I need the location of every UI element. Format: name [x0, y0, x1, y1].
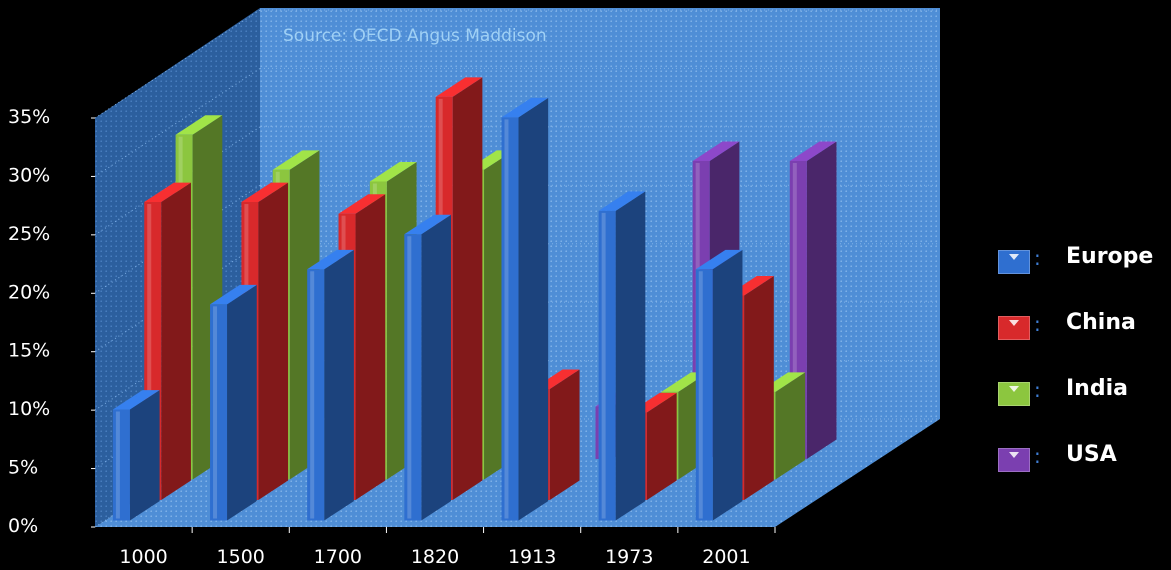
bars: [112, 77, 837, 521]
source-annotation: Source: OECD Angus Maddison: [283, 26, 547, 46]
bar-europe-1500: [210, 284, 257, 521]
legend-item-india: : India: [998, 372, 1170, 438]
gridline: [94, 68, 261, 177]
x-tick-label: 1500: [217, 546, 265, 568]
y-tick-label: 35%: [8, 106, 50, 128]
y-tick-label: 10%: [8, 398, 50, 420]
x-tick-label: 1700: [314, 546, 362, 568]
legend-swatch-europe: [998, 250, 1030, 274]
x-tick-label: 1000: [119, 546, 167, 568]
legend-separator: :: [1034, 378, 1041, 402]
gridline: [94, 9, 261, 119]
legend-label-usa: USA: [1066, 442, 1117, 467]
gridline: [94, 126, 261, 236]
legend: : Europe : China : India : USA: [998, 240, 1170, 504]
legend-separator: :: [1034, 312, 1041, 336]
legend-label-india: India: [1066, 376, 1128, 401]
bar-europe-1000: [112, 390, 160, 521]
bar-europe-1913: [501, 97, 549, 521]
legend-separator: :: [1034, 246, 1041, 270]
legend-swatch-india: [998, 382, 1030, 406]
x-tick-label: 1820: [411, 546, 459, 568]
y-tick-label: 30%: [8, 164, 50, 186]
x-tick-label: 1973: [605, 546, 653, 568]
legend-label-europe: Europe: [1066, 244, 1154, 269]
bar-europe-2001: [695, 249, 743, 521]
bar-europe-1973: [598, 191, 646, 521]
legend-swatch-china: [998, 316, 1030, 340]
legend-swatch-usa: [998, 448, 1030, 472]
y-tick-label: 0%: [8, 515, 38, 537]
legend-item-china: : China: [998, 306, 1170, 372]
gridline: [94, 184, 261, 294]
bar-europe-1700: [307, 249, 354, 521]
legend-item-usa: : USA: [998, 438, 1170, 504]
x-tick-label: 1913: [508, 546, 556, 568]
gridline: [94, 243, 261, 353]
legend-item-europe: : Europe: [998, 240, 1170, 306]
y-tick-label: 15%: [8, 340, 50, 362]
bar-usa-2001: [789, 141, 837, 459]
y-tick-label: 5%: [8, 457, 38, 479]
y-axis-ticks: 0% 5% 10% 15% 20% 25% 30% 35%: [8, 106, 95, 537]
legend-separator: :: [1034, 444, 1041, 468]
bar-europe-1820: [404, 214, 452, 521]
x-axis-ticks: 1000 1500 1700 1820 1913 1973 2001: [119, 527, 776, 568]
x-tick-label: 2001: [702, 546, 750, 568]
y-tick-label: 25%: [8, 223, 50, 245]
legend-label-china: China: [1066, 310, 1136, 335]
y-tick-label: 20%: [8, 281, 50, 303]
